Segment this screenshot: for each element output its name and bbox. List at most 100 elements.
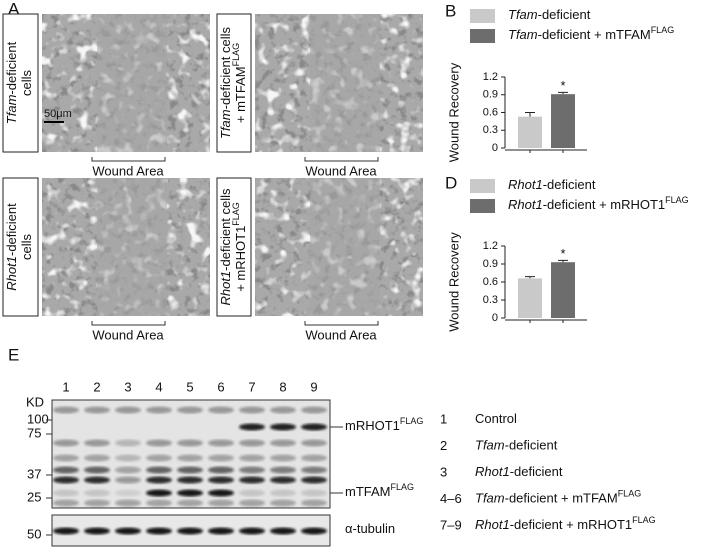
lane-number: 8 [279, 379, 286, 394]
band [146, 466, 172, 474]
lane-number: 6 [217, 379, 224, 394]
key-label: Rhot1-deficient + mRHOT1FLAG [475, 515, 656, 532]
band [301, 423, 327, 431]
lane-number: 2 [93, 379, 100, 394]
y-axis-title: Wound Recovery [446, 62, 461, 162]
band [301, 439, 327, 447]
panel-letter: D [445, 173, 457, 192]
band [146, 454, 172, 462]
label-box [2, 13, 39, 153]
band [301, 476, 327, 484]
band [208, 466, 234, 474]
band [301, 466, 327, 474]
lane-number: 1 [62, 379, 69, 394]
text-run: Rhot1 [508, 197, 543, 212]
text-run: Tfam [475, 438, 505, 453]
text-run: FLAG [231, 202, 241, 226]
bracket [91, 157, 166, 162]
wound-gap [97, 178, 167, 316]
band [146, 476, 172, 484]
band [53, 476, 79, 484]
legend-label: Rhot1-deficient [508, 177, 596, 192]
band [177, 406, 203, 414]
band [301, 527, 327, 535]
band [208, 499, 234, 507]
y-tick-label: 0.3 [483, 124, 498, 136]
marker-label: 100 [27, 411, 49, 426]
y-tick-label: 0 [492, 142, 498, 154]
band [115, 454, 141, 462]
band [84, 499, 110, 507]
bracket [91, 321, 166, 326]
unit-label: KD [26, 394, 44, 409]
band [301, 454, 327, 462]
band [270, 454, 296, 462]
rotated-label: Tfam-deficient cells [4, 41, 34, 124]
band [115, 489, 141, 497]
wound-gap [97, 14, 167, 152]
band [115, 476, 141, 484]
band [301, 489, 327, 497]
band-label: mRHOT1FLAG [345, 416, 423, 433]
significance-marker: * [560, 246, 565, 261]
band [177, 527, 203, 535]
band [208, 527, 234, 535]
bracket [304, 321, 379, 326]
y-axis-label: Wound Recovery [446, 62, 461, 162]
label-box [216, 177, 252, 317]
y-axis-title: Wound Recovery [446, 232, 461, 332]
legend-label: Tfam-deficient + mTFAMFLAG [508, 25, 674, 42]
text-run: -deficient [4, 41, 19, 94]
label-line: cells [19, 234, 34, 261]
band [53, 454, 79, 462]
text-run: α-tubulin [345, 521, 395, 536]
label-line: cells [19, 70, 34, 97]
label-line: Tfam-deficient cells [218, 27, 233, 139]
band [146, 527, 172, 535]
lane-number: 9 [310, 379, 317, 394]
band [84, 466, 110, 474]
band [146, 499, 172, 507]
key-lanes: 3 [440, 464, 447, 479]
band [53, 406, 79, 414]
band [239, 499, 265, 507]
wound-gap [310, 14, 380, 152]
y-tick-label: 1.2 [483, 240, 498, 252]
wound-area-label: Wound Area [92, 163, 164, 178]
label-line: Rhot1-deficient cells [218, 188, 233, 306]
band [208, 439, 234, 447]
band [177, 439, 203, 447]
band [84, 527, 110, 535]
band [146, 406, 172, 414]
text-run: Tfam [508, 27, 538, 42]
text-run: -deficient + mRHOT1 [510, 517, 632, 532]
text-run: Rhot1 [475, 464, 510, 479]
legend-swatch [470, 199, 495, 213]
band [146, 489, 172, 497]
bar [518, 278, 542, 318]
text-run: + mTFAM [233, 66, 248, 123]
band [84, 454, 110, 462]
marker-label: 50 [27, 526, 41, 541]
text-run: cells [19, 70, 34, 97]
band [208, 489, 234, 497]
text-run: -deficient + mRHOT1 [543, 197, 665, 212]
wound-gap [310, 178, 380, 316]
band [53, 466, 79, 474]
lane-number: 5 [186, 379, 193, 394]
band [208, 406, 234, 414]
band [301, 499, 327, 507]
y-tick-label: 0.6 [483, 106, 498, 118]
error-bar [525, 276, 535, 279]
text-run: Tfam [508, 7, 538, 22]
label-box [216, 13, 252, 153]
band [270, 527, 296, 535]
text-run: Rhot1 [4, 256, 19, 291]
legend-label: Rhot1-deficient + mRHOT1FLAG [508, 195, 689, 212]
text-run: Tfam [218, 109, 233, 139]
error-bar [558, 259, 568, 263]
band [115, 439, 141, 447]
label-line: + mTFAMFLAG [231, 43, 248, 123]
band [115, 499, 141, 507]
text-run: FLAG [651, 25, 675, 35]
